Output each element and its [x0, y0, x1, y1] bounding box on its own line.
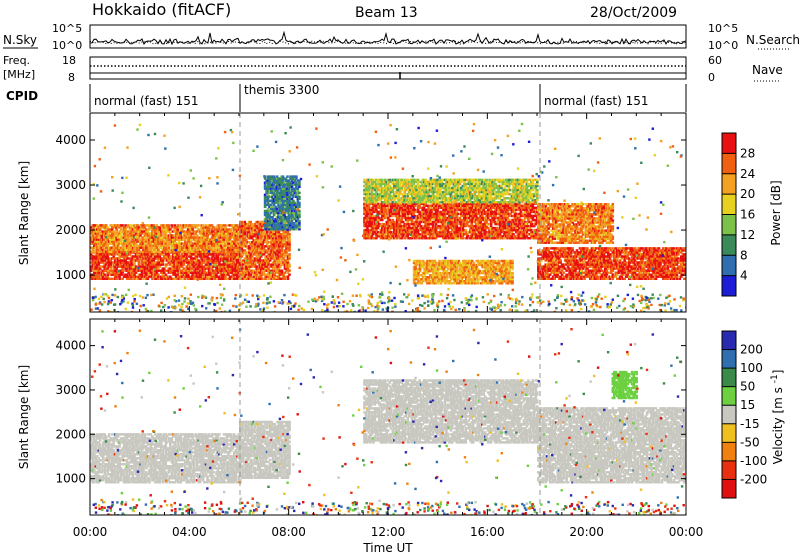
- x-tick-label: 12:00: [371, 525, 406, 539]
- y-tick-label: 2000: [55, 223, 86, 237]
- power-colorbar-cell: [722, 234, 736, 256]
- y-tick-label: 4000: [55, 133, 86, 147]
- noise-left-tick-top: 10^5: [52, 22, 82, 35]
- velocity-colorbar-tick: -200: [740, 472, 767, 486]
- velocity-panel: Slant Range [km] 1000 2000 3000 4000 200 100…: [17, 318, 785, 516]
- power-colorbar-tick: 4: [740, 269, 748, 283]
- noise-sky-label: N.Sky: [3, 33, 37, 47]
- velocity-colorbar-cell: [722, 442, 736, 461]
- power-ylabel: Slant Range [km]: [17, 161, 31, 265]
- x-tick-label: 16:00: [470, 525, 505, 539]
- power-colorbar-tick: 24: [740, 167, 755, 181]
- cpid-panel: CPID normal (fast) 151 themis 3300 norma…: [6, 83, 687, 112]
- y-tick-label: 3000: [55, 178, 86, 192]
- y-tick-label: 3000: [55, 383, 86, 397]
- y-tick-label: 1000: [55, 268, 86, 282]
- date-title: 28/Oct/2009: [590, 5, 677, 21]
- velocity-colorbar-label: Velocity [m s -1]: [770, 370, 785, 465]
- velocity-colorbar-cell: [722, 460, 736, 480]
- power-band: [412, 259, 514, 285]
- power-panel: Slant Range [km] 1000 2000 3000 4000 4 8 12 16…: [17, 112, 783, 313]
- nave-tick-bottom: 0: [708, 71, 715, 84]
- velocity-colorbar-tick: -100: [740, 454, 767, 468]
- power-scatter: [90, 122, 686, 312]
- velocity-colorbar-cell: [722, 423, 736, 443]
- velocity-colorbar-cell: [722, 405, 736, 424]
- power-colorbar-cell: [722, 173, 736, 195]
- power-colorbar-cell: [722, 214, 736, 235]
- power-band: [263, 175, 301, 231]
- power-colorbar-label: Power [dB]: [769, 180, 783, 245]
- power-band: [537, 247, 686, 280]
- power-colorbar-tick: 12: [740, 228, 755, 242]
- nave-tick-top: 60: [708, 54, 722, 67]
- power-colorbar-tick: 8: [740, 248, 748, 262]
- power-band: [363, 178, 539, 204]
- velocity-colorbar-tick: 15: [740, 398, 755, 412]
- power-colorbar-tick: 16: [740, 208, 755, 222]
- velocity-colorbar-tick: 50: [740, 380, 755, 394]
- nave-label: Nave: [752, 63, 783, 77]
- velocity-band: [611, 370, 638, 400]
- power-colorbar-cell: [722, 153, 736, 174]
- cpid-segment-2: themis 3300: [244, 83, 319, 97]
- velocity-band: [239, 420, 291, 479]
- power-colorbar-cell: [722, 255, 736, 276]
- velocity-ylabel: Slant Range [km]: [17, 365, 31, 469]
- velocity-colorbar-cell: [722, 349, 736, 369]
- freq-label: Freq.: [3, 54, 30, 67]
- freq-tick-top: 18: [62, 54, 76, 67]
- velocity-band: [90, 433, 242, 484]
- freq-panel: Freq. [MHz] 18 8 60 0 Nave: [3, 54, 783, 84]
- power-heatmap: [90, 122, 686, 312]
- velocity-colorbar-cell: [722, 479, 736, 498]
- freq-unit-label: [MHz]: [3, 68, 35, 81]
- noise-right-tick-top: 10^5: [708, 22, 738, 35]
- velocity-colorbar: 200 100 50 15 -15 -50 -100 -200: [721, 330, 767, 499]
- x-axis-label: Time UT: [362, 541, 413, 554]
- power-colorbar-cell: [722, 275, 736, 296]
- velocity-colorbar-tick: -15: [740, 417, 760, 431]
- freq-tick-bottom: 8: [68, 71, 75, 84]
- velocity-band: [363, 379, 539, 444]
- x-tick-label: 04:00: [172, 525, 207, 539]
- power-colorbar-cell: [722, 194, 736, 215]
- velocity-colorbar-cell: [722, 331, 736, 350]
- power-band: [90, 251, 242, 280]
- x-tick-label: 08:00: [271, 525, 306, 539]
- velocity-heatmap: [90, 328, 686, 515]
- power-colorbar-tick: 28: [740, 146, 755, 160]
- cpid-label: CPID: [6, 89, 38, 103]
- velocity-scatter: [91, 328, 686, 515]
- velocity-colorbar-cell: [722, 368, 736, 387]
- velocity-colorbar-tick: 100: [740, 361, 763, 375]
- velocity-colorbar-tick: 200: [740, 343, 763, 357]
- noise-search-label: N.Search: [746, 33, 800, 47]
- cpid-segment-1: normal (fast) 151: [94, 94, 198, 108]
- noise-panel: N.Sky 10^5 10^0 10^5 10^0 N.Search: [3, 22, 800, 52]
- velocity-colorbar-tick: -50: [740, 435, 760, 449]
- power-band: [90, 224, 242, 253]
- power-colorbar-cell: [722, 133, 736, 154]
- y-tick-label: 4000: [55, 339, 86, 353]
- velocity-band: [537, 407, 686, 484]
- power-colorbar: 4 8 12 16 20 24 28: [721, 132, 755, 297]
- noise-right-tick-bottom: 10^0: [708, 39, 738, 52]
- x-axis: 00:00 04:00 08:00 12:00 16:00 20:00 00:00: [73, 525, 704, 539]
- station-title: Hokkaido (fitACF): [92, 0, 231, 19]
- y-tick-label: 1000: [55, 472, 86, 486]
- cpid-segment-3: normal (fast) 151: [544, 94, 648, 108]
- x-tick-label: 00:00: [73, 525, 108, 539]
- beam-title: Beam 13: [355, 5, 418, 21]
- x-tick-label: 00:00: [669, 525, 704, 539]
- x-tick-label: 20:00: [569, 525, 604, 539]
- noise-left-tick-bottom: 10^0: [52, 39, 82, 52]
- power-colorbar-tick: 20: [740, 187, 755, 201]
- power-band: [363, 202, 539, 240]
- velocity-colorbar-cell: [722, 386, 736, 406]
- y-tick-label: 2000: [55, 427, 86, 441]
